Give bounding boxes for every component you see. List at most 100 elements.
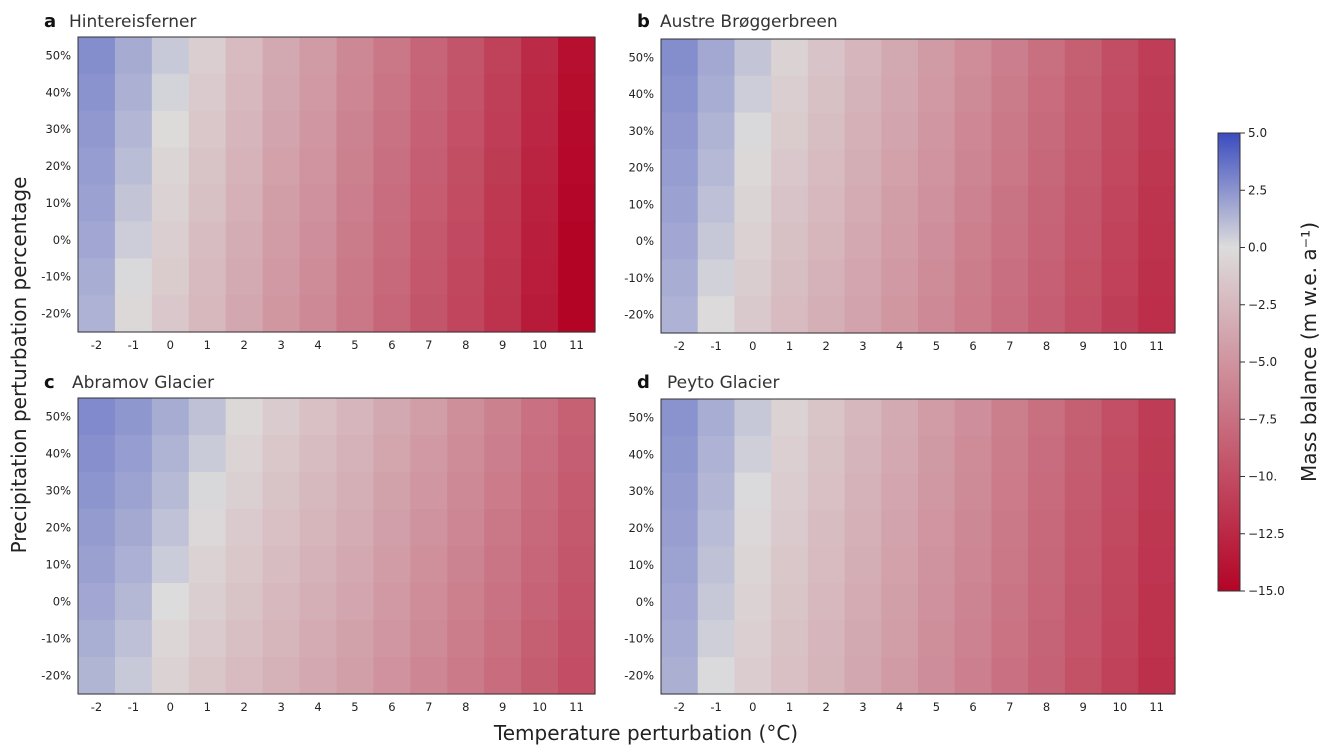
heatmap-cell	[991, 657, 1029, 695]
heatmap-cell	[918, 620, 956, 658]
heatmap-cell	[697, 546, 736, 584]
heatmap-cell	[954, 657, 993, 695]
heatmap-cell	[697, 149, 736, 187]
x-tick-label: 8	[462, 338, 469, 352]
y-tick-label: 0%	[53, 233, 71, 247]
heatmap-cell	[558, 546, 596, 584]
heatmap-cell	[484, 110, 522, 149]
y-tick-label: -10%	[624, 632, 654, 646]
heatmap-cell	[1028, 112, 1066, 150]
heatmap-cell	[447, 620, 485, 658]
x-tick-label: -1	[710, 700, 721, 714]
heatmap-cell	[1138, 657, 1176, 695]
heatmap-cell	[734, 657, 772, 695]
heatmap-cell	[661, 259, 699, 297]
heatmap-cell	[734, 112, 772, 150]
heatmap-cell	[1101, 75, 1139, 114]
heatmap-cell	[447, 295, 485, 333]
heatmap-cell	[1138, 259, 1176, 297]
x-tick-label: 10	[532, 700, 547, 714]
heatmap-cell	[697, 186, 736, 224]
heatmap-cell	[771, 186, 809, 224]
heatmap-cell	[807, 186, 846, 224]
heatmap-cell	[336, 509, 375, 547]
heatmap-cell	[918, 657, 956, 695]
y-tick-labels: 50% 40% 30% 20% 10% 0% -10% -20%	[41, 48, 71, 320]
heatmap-cell	[918, 583, 956, 621]
heatmap-cell	[484, 657, 522, 695]
heatmap-cell	[410, 509, 448, 547]
heatmap-cell	[521, 657, 559, 695]
heatmap-cell	[114, 37, 153, 75]
heatmap-cell	[447, 398, 485, 436]
heatmap-cell	[336, 435, 375, 473]
x-tick-label: 5	[351, 700, 358, 714]
heatmap-cell	[299, 657, 338, 695]
heatmap-cell	[262, 295, 301, 333]
heatmap-cell	[484, 509, 522, 547]
heatmap-cell	[299, 147, 338, 186]
heatmap-cell	[410, 657, 448, 695]
heatmap-cell	[188, 398, 227, 436]
heatmap-cell	[410, 73, 448, 112]
heatmap-cell	[299, 184, 338, 222]
heatmap-cell	[299, 295, 338, 333]
heatmap-cell	[225, 435, 264, 473]
heatmap-cell	[807, 546, 846, 584]
heatmap-cell	[262, 37, 301, 75]
y-tick-label: 30%	[45, 122, 71, 136]
heatmap-cell	[410, 221, 448, 259]
panel-title: Peyto Glacier	[667, 373, 779, 393]
heatmap-cell	[225, 184, 264, 222]
heatmap-cell	[225, 620, 264, 658]
heatmap-cell	[991, 620, 1029, 658]
heatmap-cell	[78, 620, 116, 658]
heatmap-cell	[78, 583, 116, 621]
heatmap-cell	[521, 110, 559, 149]
panel-letter: a	[44, 11, 56, 32]
heatmap-cell	[114, 110, 153, 149]
heatmap-cell	[447, 472, 485, 510]
heatmap-cell	[844, 296, 882, 334]
heatmap-cell	[844, 222, 882, 261]
heatmap-cell	[262, 398, 301, 436]
heatmap-cell	[299, 221, 338, 259]
y-tick-label: -10%	[41, 632, 71, 646]
heatmap-cell	[661, 186, 699, 224]
heatmap-cell	[881, 112, 919, 150]
heatmap-cell	[918, 259, 956, 297]
heatmap-cell	[336, 147, 375, 186]
x-tick-label: 7	[425, 700, 432, 714]
heatmap-cell	[114, 184, 153, 222]
heatmap-cell	[373, 509, 411, 547]
heatmap-cell	[114, 657, 153, 695]
heatmap-cell	[881, 222, 919, 261]
heatmap-cell	[373, 258, 411, 296]
heatmap-cell	[1138, 112, 1176, 150]
heatmap-cell	[225, 398, 264, 436]
heatmap-cell	[991, 546, 1029, 584]
heatmap-cell	[262, 546, 301, 584]
heatmap-cell	[373, 546, 411, 584]
heatmap-cell	[225, 221, 264, 259]
heatmap-cell	[954, 399, 993, 437]
y-tick-label: 10%	[628, 197, 654, 211]
heatmap-cell	[807, 296, 846, 334]
heatmap-cell	[661, 149, 699, 187]
heatmap-cell	[521, 435, 559, 473]
y-tick-label: 40%	[628, 87, 654, 101]
heatmap-cell	[991, 259, 1029, 297]
heatmap-cell	[881, 186, 919, 224]
y-tick-label: 50%	[45, 48, 71, 62]
heatmap-cell	[1101, 186, 1139, 224]
heatmap-cell	[661, 583, 699, 621]
heatmap-cell	[661, 399, 699, 437]
y-tick-label: -20%	[624, 308, 654, 322]
heatmap-cell	[734, 472, 772, 511]
heatmap-cell	[1101, 546, 1139, 584]
heatmap-cell	[954, 112, 993, 150]
heatmap-cell	[225, 509, 264, 547]
heatmap-cell	[188, 472, 227, 510]
heatmap-cell	[484, 184, 522, 222]
